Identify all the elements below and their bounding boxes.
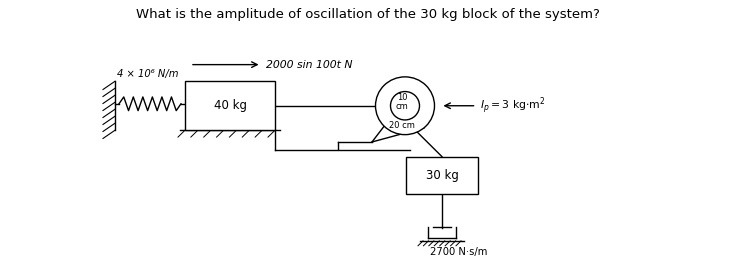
Text: $I_p = 3\ \mathrm{kg{\cdot}m^2}$: $I_p = 3\ \mathrm{kg{\cdot}m^2}$: [481, 95, 546, 116]
Bar: [406, 157, 478, 194]
Text: 2000 sin 100t N: 2000 sin 100t N: [267, 60, 353, 70]
Text: 10
cm: 10 cm: [396, 93, 408, 111]
Bar: [185, 81, 275, 130]
Text: 2700 N·s/m: 2700 N·s/m: [430, 247, 487, 257]
Text: 40 kg: 40 kg: [214, 99, 246, 112]
Text: 4 × 10⁶ N/m: 4 × 10⁶ N/m: [117, 69, 178, 79]
Circle shape: [391, 92, 419, 120]
Text: What is the amplitude of oscillation of the 30 kg block of the system?: What is the amplitude of oscillation of …: [136, 8, 600, 21]
Circle shape: [375, 77, 435, 135]
Text: 30 kg: 30 kg: [425, 169, 458, 182]
Text: 20 cm: 20 cm: [389, 121, 415, 130]
